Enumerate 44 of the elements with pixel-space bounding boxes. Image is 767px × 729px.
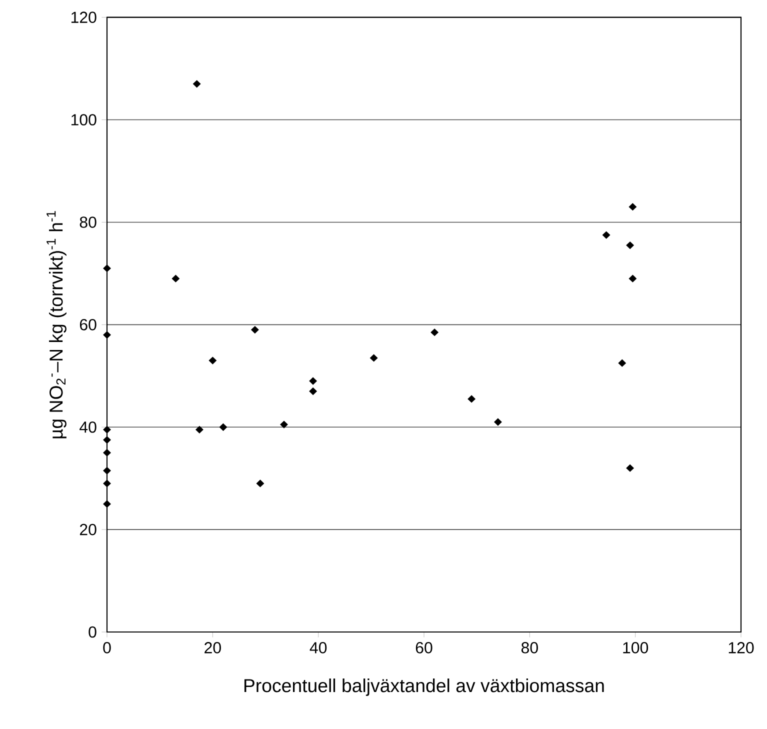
x-axis-title: Procentuell baljväxtandel av växtbiomassan: [244, 678, 604, 696]
point: [602, 231, 610, 239]
point: [430, 328, 438, 336]
y-tick-label: 0: [88, 626, 96, 638]
point: [468, 395, 476, 403]
point: [219, 423, 228, 431]
point: [251, 326, 259, 334]
point: [196, 426, 204, 434]
y-axis-title: µg NO$_{2}$$^{-}$–N kg (torrvikt)$^{-1}$ h$^{-1}$: [46, 211, 66, 438]
point: [309, 388, 317, 395]
y-tick-label: 80: [80, 216, 96, 228]
point: [103, 500, 111, 508]
point: [370, 354, 378, 362]
point: [103, 264, 111, 272]
point: [309, 377, 317, 385]
point: [103, 466, 111, 474]
point: [628, 203, 637, 211]
x-tick-label: 40: [310, 642, 327, 654]
y-tick-label: 100: [71, 114, 96, 126]
point: [626, 464, 634, 472]
point: [103, 436, 111, 444]
point: [494, 418, 502, 426]
point: [208, 356, 217, 364]
x-tick-label: 80: [521, 642, 538, 654]
point: [280, 420, 288, 428]
x-tick-label: 20: [204, 642, 221, 654]
y-tick-label: 20: [80, 524, 96, 536]
y-tick-label: 120: [71, 12, 96, 23]
point: [103, 448, 111, 456]
y-tick-label: 40: [80, 421, 96, 433]
point: [628, 274, 637, 282]
x-tick-label: 120: [728, 642, 754, 654]
y-tick-label: 60: [80, 319, 96, 330]
x-tick-label: 0: [103, 642, 111, 654]
point: [626, 242, 634, 249]
point: [192, 80, 201, 88]
point: [103, 426, 111, 434]
point: [103, 480, 111, 488]
point: [618, 359, 626, 367]
x-tick-label: 60: [416, 642, 432, 654]
point: [103, 331, 111, 339]
point: [172, 274, 180, 282]
x-tick-label: 100: [623, 642, 648, 654]
point: [256, 480, 264, 488]
